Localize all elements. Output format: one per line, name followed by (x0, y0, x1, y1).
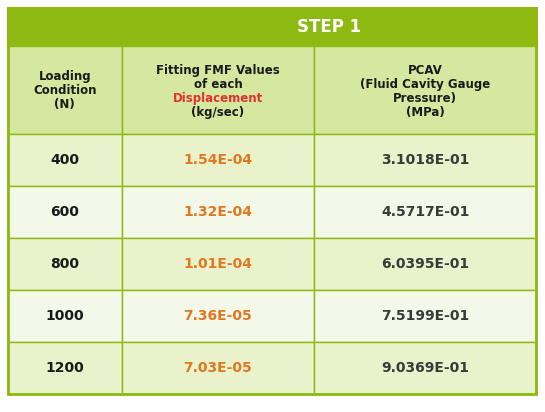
Text: Pressure): Pressure) (393, 91, 457, 105)
Bar (314, 238, 536, 290)
Text: 9.0369E-01: 9.0369E-01 (381, 361, 469, 375)
Text: PCAV: PCAV (408, 63, 443, 77)
Text: (Fluid Cavity Gauge: (Fluid Cavity Gauge (360, 77, 490, 91)
Bar (122, 238, 314, 290)
Bar (8, 8, 122, 46)
Text: 600: 600 (50, 205, 79, 219)
Bar (122, 8, 536, 46)
Text: 6.0395E-01: 6.0395E-01 (381, 257, 469, 271)
Text: Condition: Condition (33, 84, 96, 96)
Text: 1.32E-04: 1.32E-04 (183, 205, 252, 219)
Bar (8, 342, 122, 394)
Bar (314, 134, 536, 186)
Bar (8, 186, 122, 238)
Text: Displacement: Displacement (173, 91, 263, 105)
Text: 7.03E-05: 7.03E-05 (184, 361, 252, 375)
Bar (122, 290, 314, 342)
Text: 3.1018E-01: 3.1018E-01 (381, 153, 469, 167)
Text: 1200: 1200 (45, 361, 84, 375)
Text: 1.54E-04: 1.54E-04 (183, 153, 252, 167)
Bar (122, 134, 314, 186)
Text: (N): (N) (54, 98, 75, 110)
Text: of each: of each (193, 77, 243, 91)
Bar (314, 46, 536, 134)
Text: 4.5717E-01: 4.5717E-01 (381, 205, 469, 219)
Text: STEP 1: STEP 1 (296, 18, 361, 36)
Bar (122, 342, 314, 394)
Bar (314, 186, 536, 238)
Bar (314, 342, 536, 394)
Text: 1.01E-04: 1.01E-04 (183, 257, 252, 271)
Text: Fitting FMF Values: Fitting FMF Values (156, 63, 280, 77)
Text: 400: 400 (50, 153, 79, 167)
Text: 7.5199E-01: 7.5199E-01 (381, 309, 469, 323)
Bar (8, 290, 122, 342)
Bar (122, 186, 314, 238)
Text: 800: 800 (50, 257, 79, 271)
Text: 7.36E-05: 7.36E-05 (184, 309, 252, 323)
Text: (MPa): (MPa) (405, 105, 445, 119)
Bar (8, 46, 122, 134)
Bar (8, 134, 122, 186)
Bar (8, 238, 122, 290)
Bar (314, 290, 536, 342)
Text: 1000: 1000 (45, 309, 84, 323)
Text: Loading: Loading (39, 70, 91, 82)
Text: (kg/sec): (kg/sec) (191, 105, 245, 119)
Bar (122, 46, 314, 134)
